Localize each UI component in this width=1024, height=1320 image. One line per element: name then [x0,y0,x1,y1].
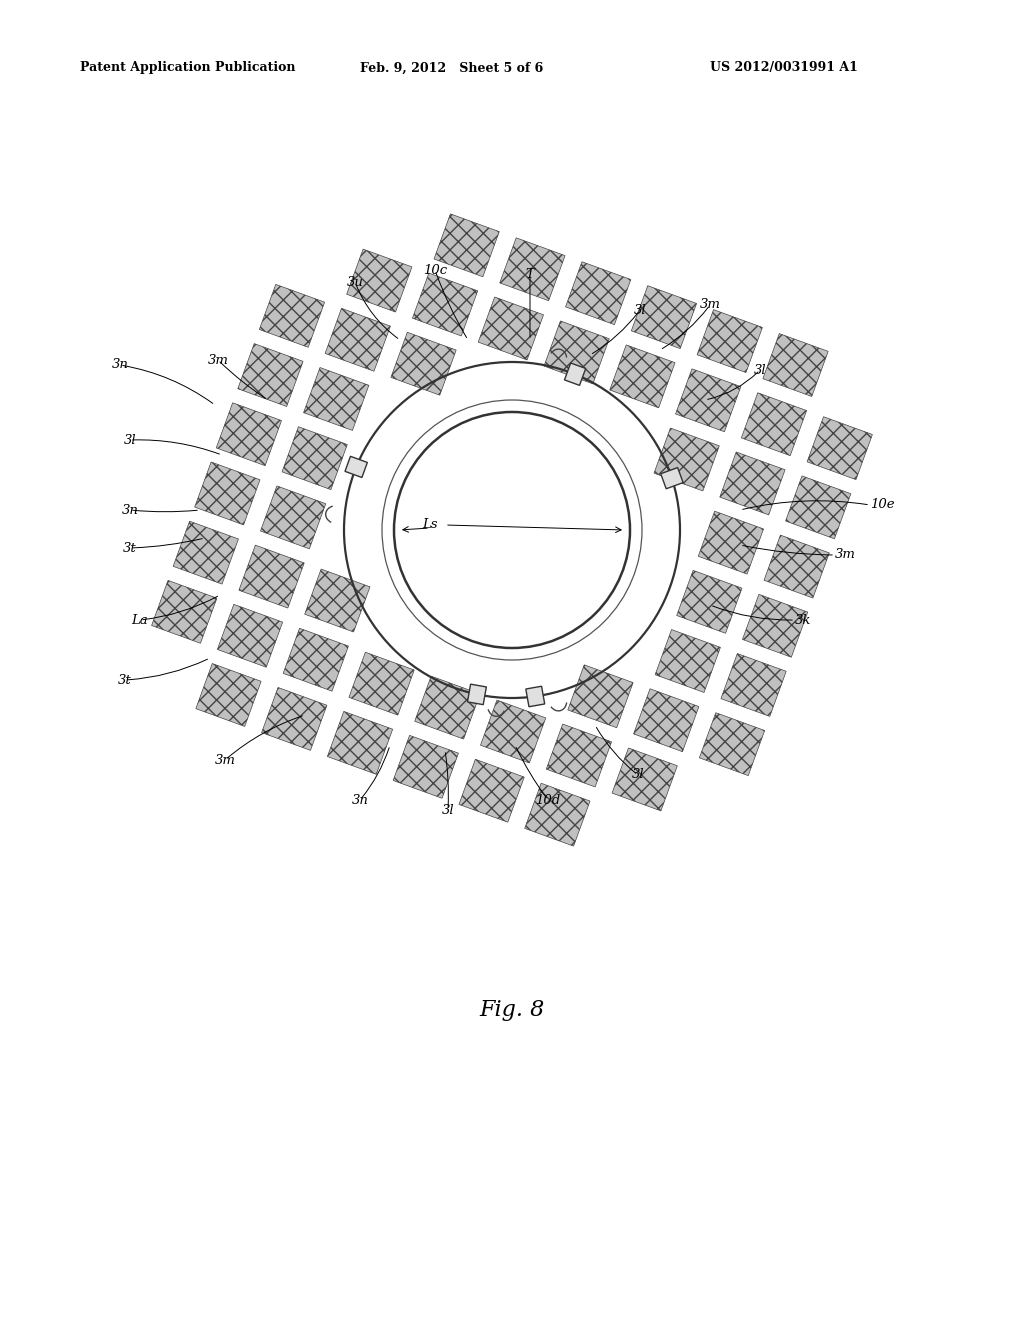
Text: 3t: 3t [118,673,132,686]
Text: 3m: 3m [214,754,236,767]
Polygon shape [261,688,327,750]
Polygon shape [546,725,611,787]
Polygon shape [660,467,683,488]
Polygon shape [415,676,480,739]
Polygon shape [807,417,872,479]
Polygon shape [305,569,370,632]
Text: 3n: 3n [351,793,369,807]
Polygon shape [345,457,368,478]
Polygon shape [612,748,677,810]
Polygon shape [564,363,586,385]
Text: 3m: 3m [208,354,228,367]
Polygon shape [468,684,486,705]
Polygon shape [741,393,807,455]
Text: 3u: 3u [346,276,364,289]
Polygon shape [216,403,282,466]
Text: 10e: 10e [870,499,895,511]
Polygon shape [434,214,500,277]
Polygon shape [195,462,260,525]
Polygon shape [677,570,742,634]
Polygon shape [259,284,325,347]
Text: 3l: 3l [754,363,766,376]
Text: Fig. 8: Fig. 8 [479,999,545,1020]
Text: 3l: 3l [634,304,646,317]
Polygon shape [632,285,696,348]
Text: 3l: 3l [632,768,644,781]
Text: 3m: 3m [699,298,721,312]
Text: Patent Application Publication: Patent Application Publication [80,62,296,74]
Text: 10c: 10c [423,264,447,276]
Text: T: T [525,268,535,281]
Polygon shape [238,343,303,407]
Polygon shape [347,249,412,312]
Polygon shape [742,594,808,657]
Polygon shape [393,735,459,799]
Text: 3k: 3k [795,614,811,627]
Polygon shape [260,486,326,549]
Text: 3l: 3l [124,433,136,446]
Polygon shape [459,759,524,822]
Polygon shape [282,426,347,490]
Polygon shape [764,535,829,598]
Text: La: La [132,614,148,627]
Polygon shape [785,477,851,539]
Polygon shape [217,605,283,667]
Polygon shape [500,238,565,301]
Polygon shape [698,511,764,574]
Text: US 2012/0031991 A1: US 2012/0031991 A1 [710,62,858,74]
Text: 3l: 3l [441,804,455,817]
Text: 3n: 3n [122,503,138,516]
Polygon shape [697,310,763,372]
Polygon shape [721,653,786,717]
Text: 3m: 3m [835,549,856,561]
Polygon shape [655,630,721,693]
Polygon shape [763,334,828,396]
Polygon shape [568,665,633,727]
Polygon shape [544,321,609,384]
Polygon shape [480,700,546,763]
Polygon shape [609,345,675,408]
Polygon shape [173,521,239,583]
Polygon shape [634,689,699,751]
Polygon shape [720,451,785,515]
Circle shape [394,412,630,648]
Polygon shape [525,686,545,706]
Polygon shape [699,713,765,776]
Text: 3n: 3n [112,359,128,371]
Polygon shape [478,297,544,360]
Polygon shape [196,664,261,726]
Text: Ls: Ls [422,519,437,532]
Polygon shape [325,309,390,371]
Text: 10d: 10d [536,793,560,807]
Polygon shape [654,428,719,491]
Polygon shape [565,261,631,325]
Polygon shape [284,628,348,692]
Polygon shape [676,368,740,432]
Polygon shape [524,783,590,846]
Polygon shape [152,581,217,643]
Polygon shape [413,273,478,337]
Polygon shape [349,652,415,715]
Text: Feb. 9, 2012   Sheet 5 of 6: Feb. 9, 2012 Sheet 5 of 6 [360,62,544,74]
Polygon shape [239,545,304,609]
Text: 3t: 3t [123,541,137,554]
Polygon shape [303,367,369,430]
Polygon shape [328,711,392,775]
Polygon shape [391,333,456,395]
